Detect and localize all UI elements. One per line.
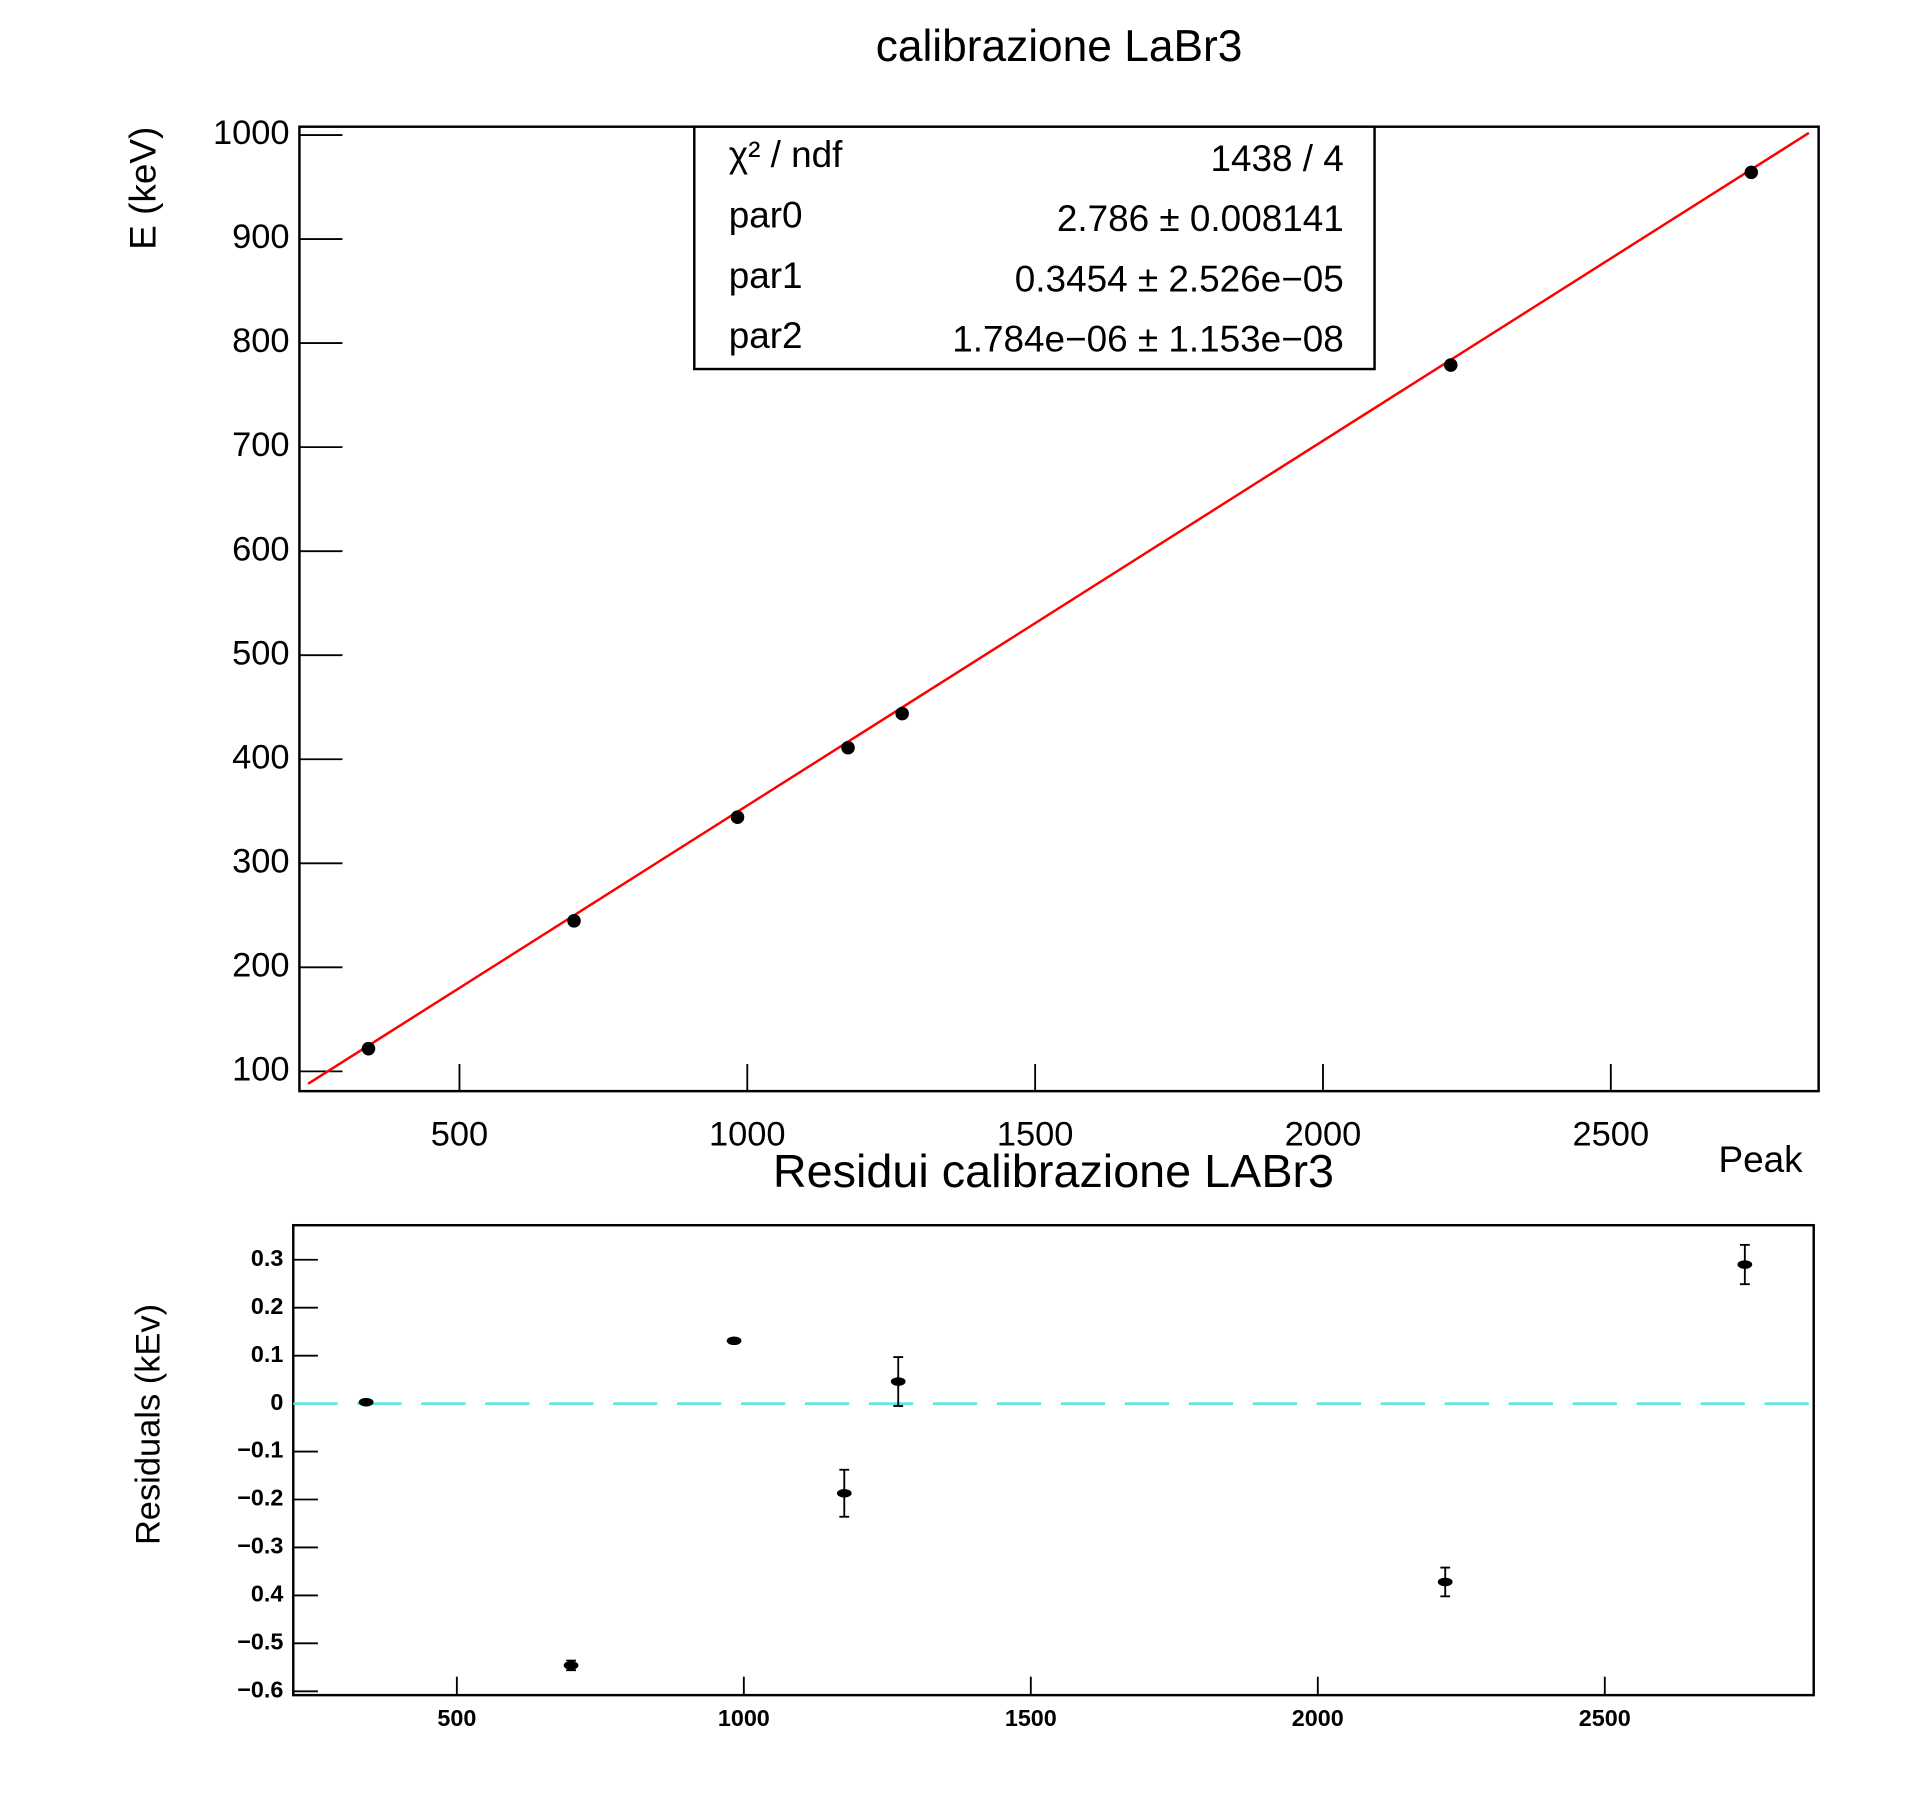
y-tick-label: 400 xyxy=(232,738,289,776)
data-point xyxy=(361,1041,376,1056)
y-tick-label: 0.2 xyxy=(251,1293,283,1319)
y-axis-label: E (keV) xyxy=(122,127,163,250)
data-point xyxy=(841,740,855,755)
stats-label: par2 xyxy=(729,315,803,356)
data-point xyxy=(730,810,745,824)
stats-label: par1 xyxy=(729,255,803,296)
stats-value: 2.786 ± 0.008141 xyxy=(1057,198,1344,239)
y-tick-label: 0.1 xyxy=(251,1341,283,1367)
y-tick-label: 600 xyxy=(232,530,289,568)
data-point xyxy=(1737,1260,1753,1269)
plot-frame xyxy=(292,1223,1815,1697)
data-point xyxy=(563,1661,579,1670)
stats-value: 1.784e−06 ± 1.153e−08 xyxy=(952,319,1344,360)
x-tick-label: 2500 xyxy=(1579,1705,1631,1731)
y-tick-label: −0.5 xyxy=(237,1629,283,1655)
stats-value: 0.3454 ± 2.526e−05 xyxy=(1015,258,1344,299)
data-point xyxy=(1744,165,1759,180)
x-tick-label: 1500 xyxy=(1005,1705,1057,1731)
stats-label: χ² / ndf xyxy=(729,134,843,175)
data-point xyxy=(358,1397,374,1407)
stats-value: 1438 / 4 xyxy=(1210,138,1343,179)
x-tick-label: 500 xyxy=(437,1705,476,1731)
data-point xyxy=(895,706,909,721)
chart-title: calibrazione LaBr3 xyxy=(876,22,1243,71)
y-tick-label: 0.3 xyxy=(251,1245,283,1271)
data-point xyxy=(1444,358,1458,372)
y-tick-label: −0.1 xyxy=(237,1437,283,1463)
x-tick-label: 500 xyxy=(431,1116,488,1154)
data-point xyxy=(890,1377,906,1386)
stats-label: par0 xyxy=(729,194,803,235)
x-tick-label: 1000 xyxy=(718,1705,770,1731)
y-tick-label: −0.6 xyxy=(237,1676,283,1702)
y-tick-label: 300 xyxy=(232,842,289,880)
data-point xyxy=(1437,1577,1453,1587)
x-axis-label: Peak xyxy=(1719,1139,1804,1180)
fit-line xyxy=(307,131,1810,1085)
x-tick-label: 2000 xyxy=(1292,1705,1344,1731)
x-tick-label: 1000 xyxy=(709,1116,786,1154)
y-tick-label: 200 xyxy=(232,946,289,984)
x-tick-label: 2000 xyxy=(1285,1116,1362,1154)
y-tick-label: 0.4 xyxy=(251,1581,283,1607)
y-tick-label: 700 xyxy=(232,426,289,464)
data-point xyxy=(836,1488,852,1498)
x-tick-label: 1500 xyxy=(997,1116,1074,1154)
stats-box xyxy=(693,125,1376,371)
x-tick-label: 2500 xyxy=(1573,1116,1650,1154)
data-point xyxy=(567,914,581,928)
y-axis-label: Residuals (kEv) xyxy=(130,1304,168,1545)
y-tick-label: 1000 xyxy=(213,114,290,152)
y-tick-label: 500 xyxy=(232,634,289,672)
y-tick-label: 0 xyxy=(270,1389,283,1415)
data-point xyxy=(726,1336,742,1346)
y-tick-label: 900 xyxy=(232,218,289,256)
chart-title: Residui calibrazione LABr3 xyxy=(773,1145,1334,1197)
y-tick-label: −0.2 xyxy=(237,1485,283,1511)
y-tick-label: 100 xyxy=(232,1050,289,1088)
y-tick-label: 800 xyxy=(232,322,289,360)
y-tick-label: −0.3 xyxy=(237,1533,283,1559)
